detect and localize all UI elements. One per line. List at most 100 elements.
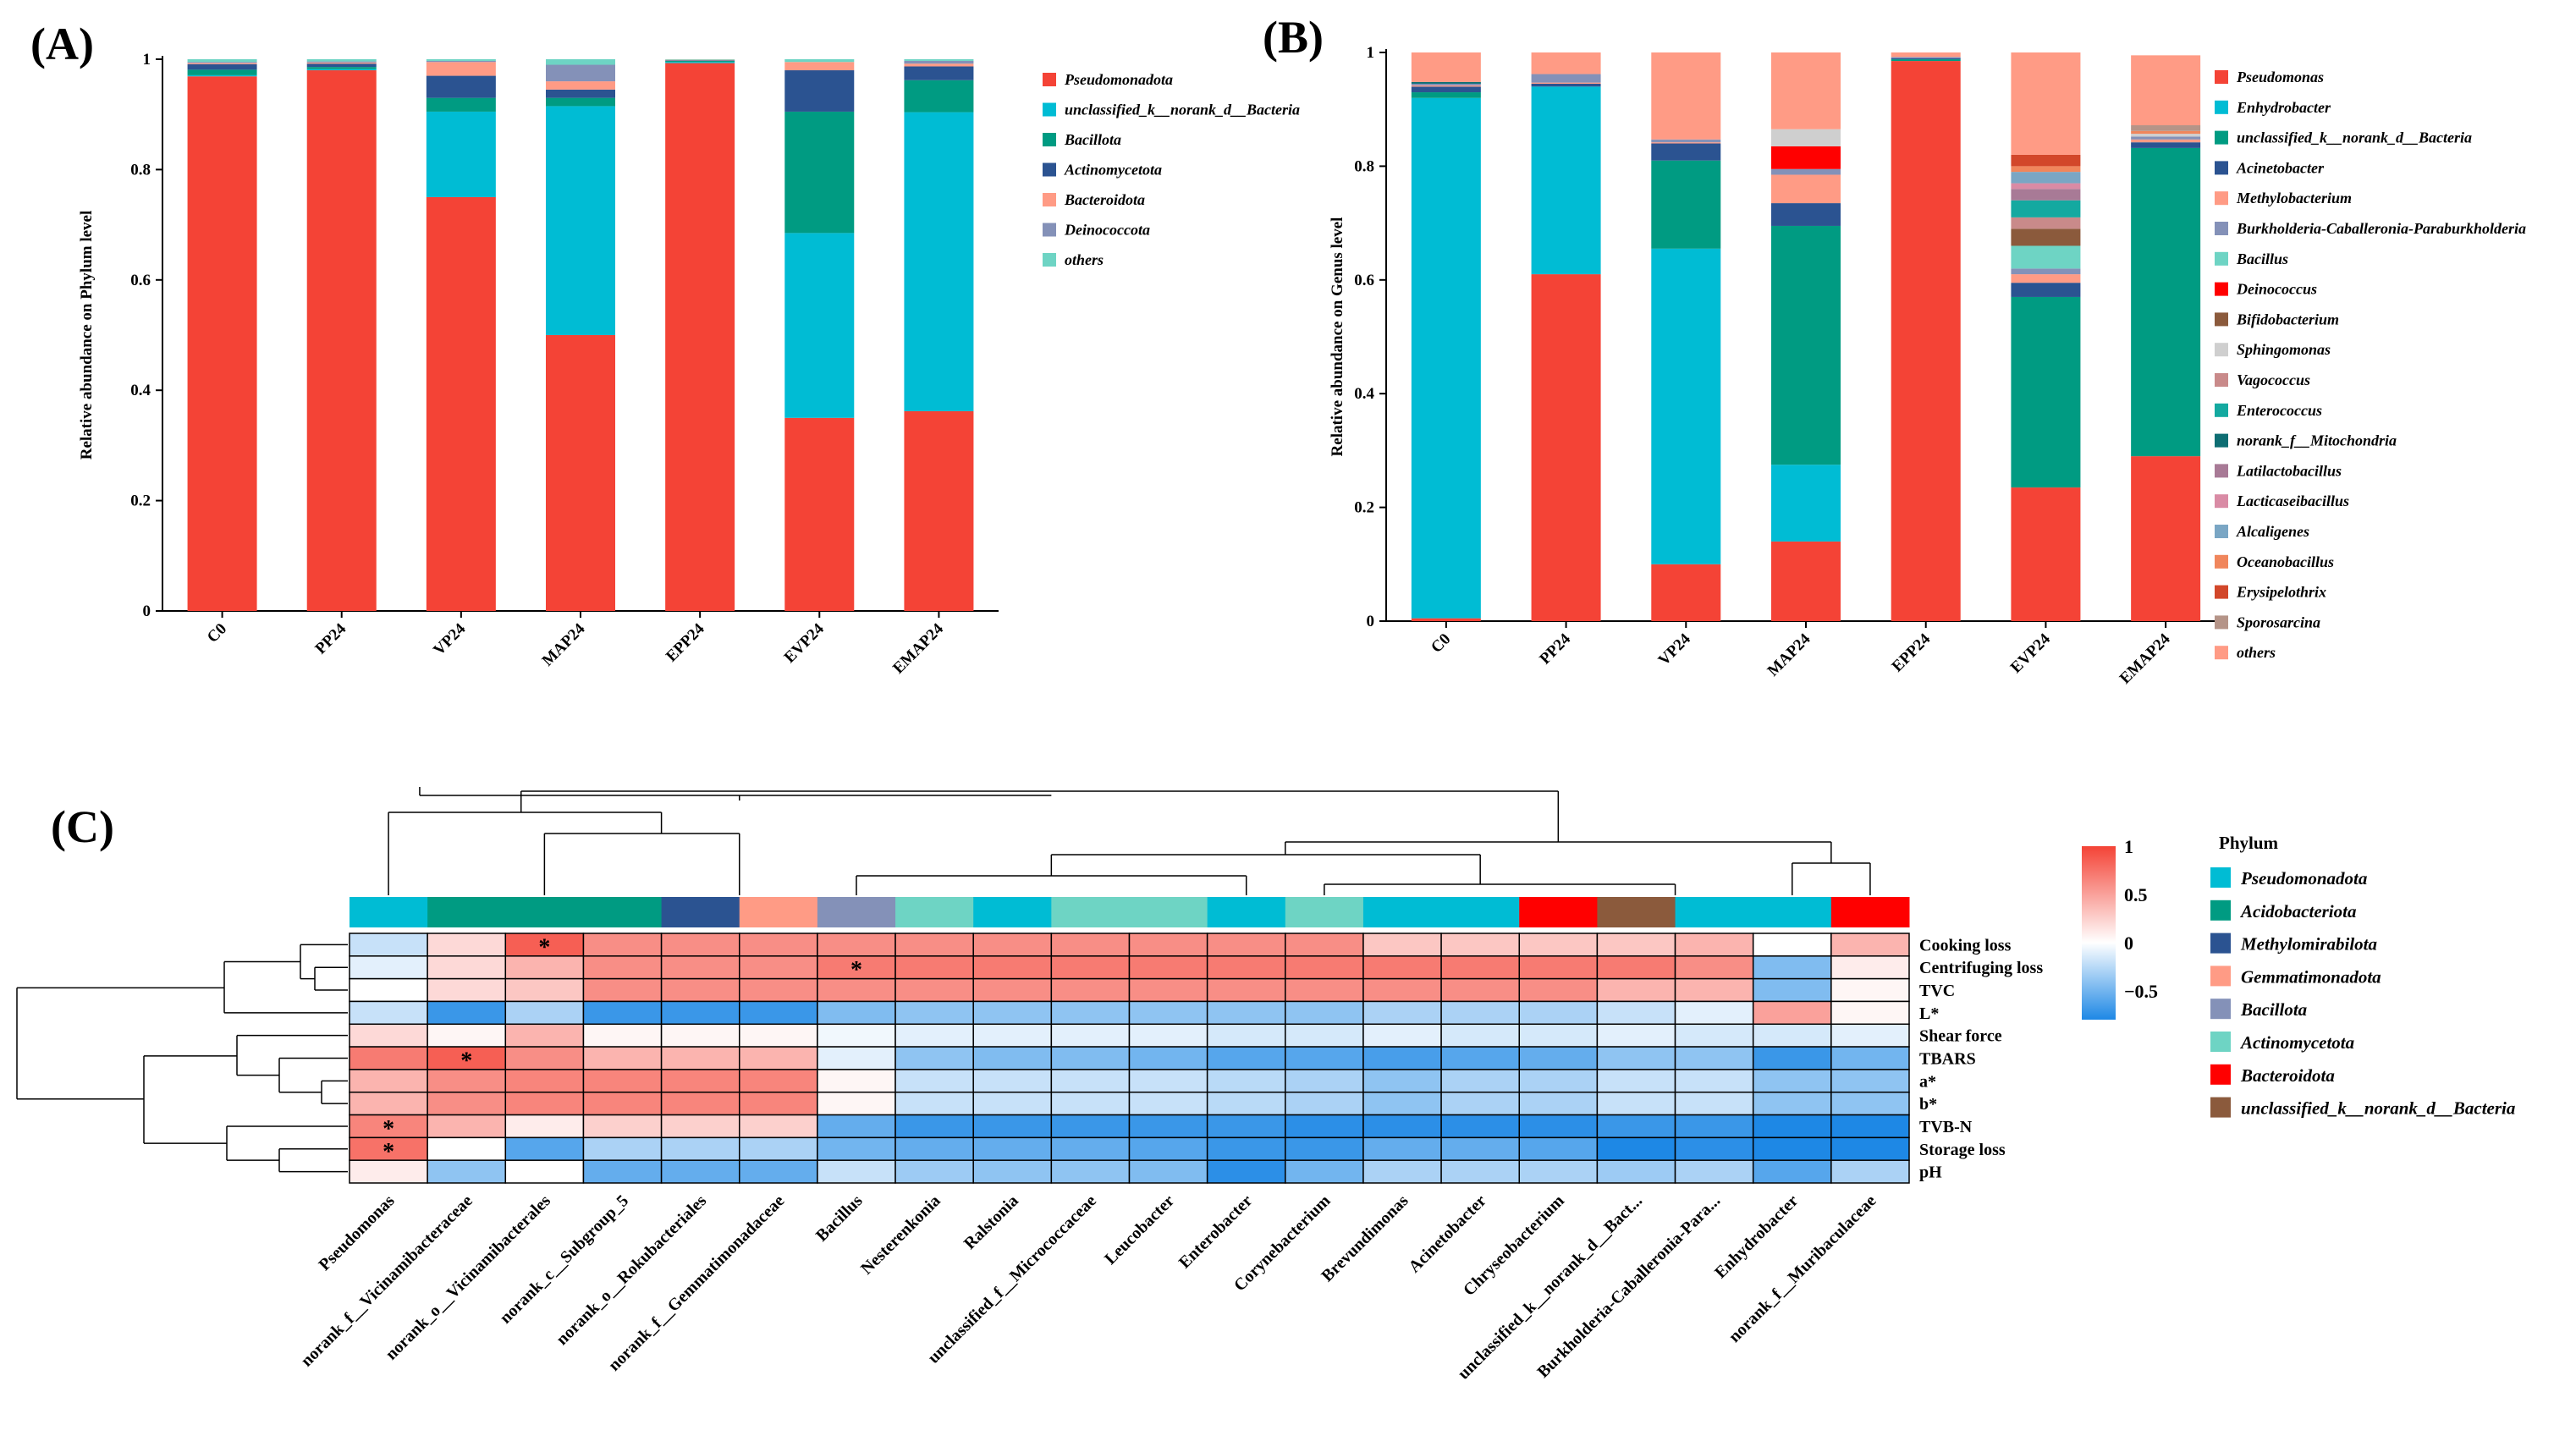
bar-segment-vagococcus <box>2011 217 2081 229</box>
heatmap-cell <box>1206 1091 1286 1116</box>
bar-segment-deinococcota <box>546 64 615 82</box>
column-phylum-bar <box>583 897 663 927</box>
phylum-legend-title: Phylum <box>2219 833 2279 853</box>
colorbar-tick-label: −0.5 <box>2124 981 2158 1002</box>
heatmap-cell <box>1518 1136 1599 1161</box>
column-phylum-bar <box>1362 897 1442 927</box>
column-phylum-bar <box>1051 897 1130 927</box>
heatmap-cell <box>582 1023 663 1048</box>
bar-segment-deinococcota <box>306 61 377 63</box>
heatmap-cell <box>1050 955 1131 980</box>
column-phylum-bar <box>350 897 428 927</box>
heatmap-cell <box>972 1136 1053 1161</box>
legend-label: Bifidobacterium <box>2236 311 2339 327</box>
heatmap-cell <box>817 1159 896 1184</box>
heatmap-cell <box>427 977 507 1003</box>
heatmap-cell <box>1206 1136 1286 1161</box>
heatmap-cell <box>582 1000 663 1026</box>
legend-swatch <box>2215 525 2228 538</box>
heatmap-cell <box>1518 1000 1599 1026</box>
column-label: norank_o__Rokubacteriales <box>553 1191 710 1349</box>
heatmap-cell <box>1128 1046 1208 1070</box>
phylum-legend-label: Bacillota <box>2240 999 2307 1020</box>
heatmap-cell <box>1674 1069 1754 1093</box>
heatmap-cell <box>1362 1114 1442 1139</box>
heatmap-cell <box>427 1069 507 1093</box>
legend-swatch <box>1043 102 1056 117</box>
heatmap-cell <box>1206 955 1286 980</box>
legend-label: Deinococcus <box>2236 281 2317 298</box>
panel-c-label: (C) <box>51 801 114 852</box>
heatmap-cell <box>1596 1136 1676 1161</box>
heatmap-cell <box>660 955 740 980</box>
bar-segment-acinetobacter <box>2131 142 2201 148</box>
heatmap-cell <box>582 1046 663 1070</box>
bar-segment-norank-f-mitochondria <box>1411 81 1481 84</box>
heatmap-cell <box>817 977 896 1003</box>
heatmap-cell <box>660 1159 740 1184</box>
bar-segment-unclassified-k-norank-d-bacteria <box>784 233 855 418</box>
heatmap-cell <box>660 1000 740 1026</box>
heatmap-cell <box>1050 1136 1131 1161</box>
heatmap-cell <box>1050 933 1131 957</box>
heatmap-cell <box>1596 1114 1676 1139</box>
legend-swatch <box>2215 373 2228 387</box>
bar-segment-enhydrobacter <box>1651 248 1721 564</box>
heatmap-cell <box>972 1000 1053 1026</box>
column-phylum-bar <box>973 897 1052 927</box>
bar-segment-others <box>2011 52 2081 155</box>
column-phylum-bar <box>817 897 896 927</box>
heatmap-cell <box>894 1023 974 1048</box>
legend-swatch <box>2215 433 2228 448</box>
bar-segment-actinomycetota <box>426 75 496 98</box>
heatmap-cell <box>739 955 818 980</box>
legend-swatch <box>2215 646 2228 660</box>
heatmap-cell <box>1596 977 1676 1003</box>
bar-segment-burkholderia-caballeronia-paraburkholderia <box>1411 83 1481 85</box>
column-label: Enhydrobacter <box>1711 1191 1802 1282</box>
heatmap-cell <box>1674 1114 1754 1139</box>
heatmap-cell <box>894 1091 974 1116</box>
column-phylum-bar <box>895 897 974 927</box>
heatmap-cell <box>349 933 428 957</box>
bar-segment-lacticaseibacillus <box>2011 183 2081 190</box>
heatmap-cell <box>1440 955 1520 980</box>
phylum-legend-label: Bacteroidota <box>2240 1065 2335 1086</box>
heatmap-cell <box>504 1159 585 1184</box>
heatmap-cell <box>660 1114 740 1139</box>
heatmap-cell <box>1830 1159 1910 1184</box>
heatmap-cell <box>972 1091 1053 1116</box>
legend-label: others <box>2237 644 2276 661</box>
legend-label: Enterococcus <box>2236 402 2322 419</box>
heatmap-cell <box>1518 1046 1599 1070</box>
bar-segment-bacillota <box>665 60 735 63</box>
heatmap-cell <box>1752 933 1832 957</box>
column-phylum-bar <box>1207 897 1286 927</box>
y-tick-label: 0.6 <box>130 272 151 289</box>
bar-segment-methylobacterium <box>1771 174 1841 204</box>
heatmap-cell <box>817 1046 896 1070</box>
heatmap-cell <box>1674 1000 1754 1026</box>
bar-segment-unclassified-k-norank-d-bacteria <box>306 69 377 71</box>
legend-label: others <box>1065 251 1104 268</box>
heatmap-cell <box>894 1159 974 1184</box>
column-label: Leucobacter <box>1101 1191 1178 1268</box>
heatmap-cell <box>1128 1114 1208 1139</box>
heatmap-cell <box>582 977 663 1003</box>
heatmap-cell <box>660 1046 740 1070</box>
column-phylum-bar <box>427 897 506 927</box>
bar-segment-alcaligenes <box>2011 172 2081 184</box>
heatmap-cell <box>1674 1159 1754 1184</box>
significance-mark: * <box>383 1116 394 1142</box>
heatmap-cell <box>1362 1069 1442 1093</box>
bar-segment-bacillota <box>187 69 257 75</box>
heatmap-cell <box>427 1136 507 1161</box>
heatmap-cell <box>739 1000 818 1026</box>
row-label: TVB-N <box>1919 1118 1973 1136</box>
heatmap-cell <box>1518 1159 1599 1184</box>
legend-swatch <box>1043 73 1056 86</box>
heatmap-cell <box>1285 1046 1364 1070</box>
y-tick-label: 0.8 <box>1354 157 1374 175</box>
heatmap-cell <box>1440 977 1520 1003</box>
bar-segment-pseudomonadota <box>306 70 377 612</box>
